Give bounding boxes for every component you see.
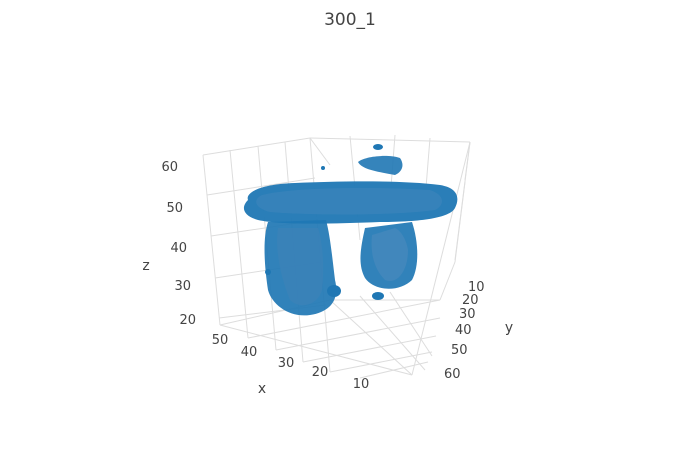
x-tick-50: 50 [212,333,229,348]
isosurface-top-fragment [358,155,403,175]
x-tick-20: 20 [312,365,329,380]
x-axis: 50 40 30 20 10 x [212,333,370,397]
isosurface[interactable] [243,144,458,316]
x-tick-30: 30 [278,356,295,371]
z-axis: 60 50 40 30 20 z [142,160,196,328]
z-axis-label: z [142,258,149,274]
x-axis-label: x [258,381,266,397]
y-tick-10: 10 [468,280,485,295]
y-tick-20: 20 [462,293,479,308]
y-tick-40: 40 [455,323,472,338]
y-axis: 10 20 30 40 50 60 y [444,280,513,382]
z-tick-40: 40 [170,241,187,256]
y-tick-50: 50 [451,343,468,358]
z-tick-30: 30 [174,279,191,294]
z-tick-20: 20 [179,313,196,328]
z-tick-50: 50 [166,201,183,216]
y-tick-30: 30 [459,307,476,322]
y-axis-label: y [505,320,513,336]
z-tick-60: 60 [161,160,178,175]
chart-title: 300_1 [324,10,376,30]
y-tick-60: 60 [444,367,461,382]
x-tick-40: 40 [241,345,258,360]
grid-lines [202,134,471,379]
x-tick-10: 10 [353,377,370,392]
